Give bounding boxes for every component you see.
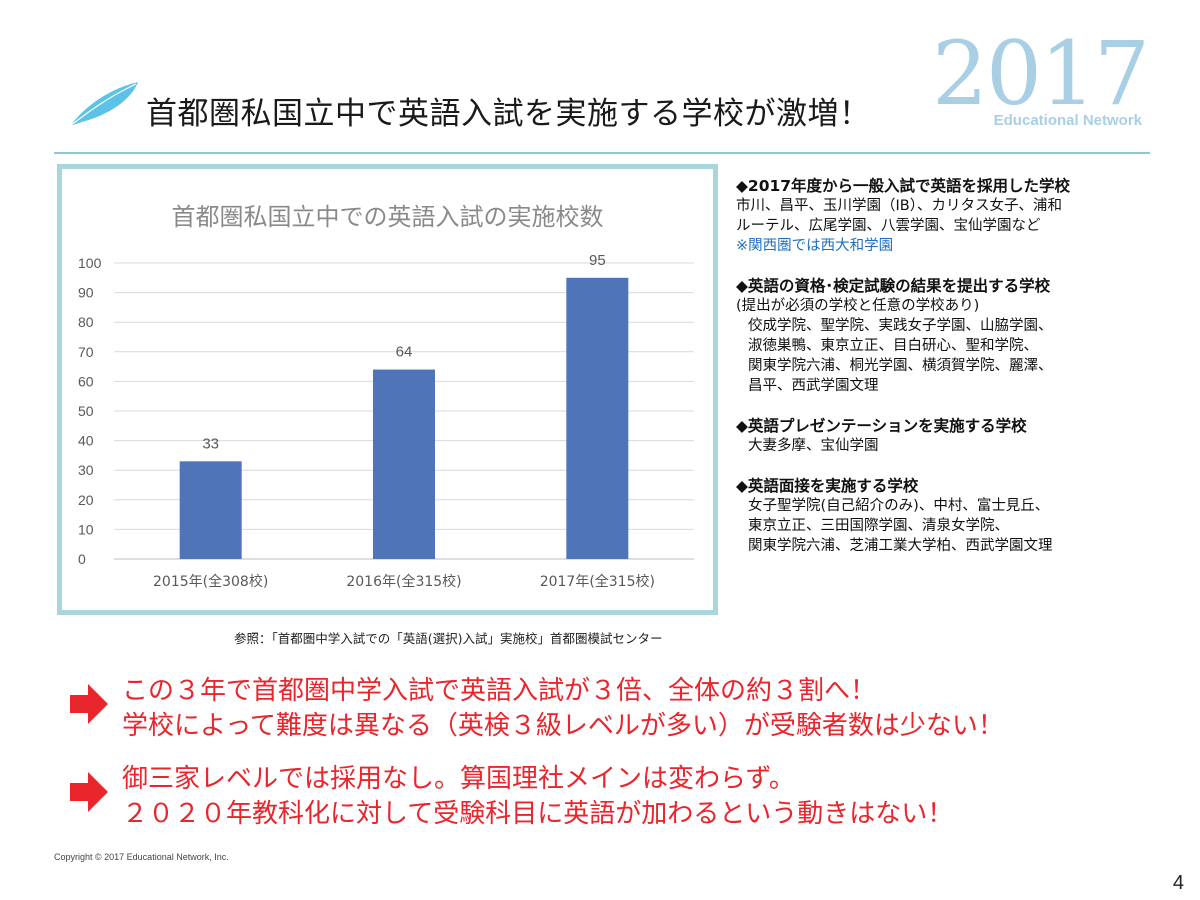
y-tick-label: 0 (78, 551, 86, 567)
info-line: 女子聖学院(自己紹介のみ)、中村、富士見丘、 (748, 498, 1050, 514)
info-section-heading: ◆英語面接を実施する学校 (736, 477, 919, 495)
data-label: 95 (589, 252, 606, 269)
message-line: この３年で首都圏中学入試で英語入試が３倍、全体の約３割へ！ (122, 676, 877, 706)
y-tick-label: 100 (78, 255, 102, 271)
page-title: 首都圏私国立中で英語入試を実施する学校が激増！ (146, 96, 871, 132)
info-line: 東京立正、三田国際学園、清泉女学院、 (748, 518, 1009, 534)
chart-title: 首都圏私国立中での英語入試の実施校数 (171, 203, 604, 231)
info-section: ◆2017年度から一般入試で英語を採用した学校 市川、昌平、玉川学園（IB）、カリ… (736, 176, 1166, 256)
x-tick-label: 2016年(全315校) (346, 573, 461, 590)
y-tick-label: 40 (78, 433, 94, 449)
chart-plot: 0 10 20 30 40 50 60 70 80 90 100 33 2015年(全308校) 64 20… (78, 252, 694, 590)
source-citation: 参照：「首都圏中学入試での「英語(選択)入試」実施校」首都圏模試センター (234, 631, 663, 646)
copyright: Copyright © 2017 Educational Network, In… (54, 852, 229, 862)
info-section-heading: ◆英語プレゼンテーションを実施する学校 (736, 417, 1027, 435)
info-line: 関東学院六浦、芝浦工業大学柏、西武学園文理 (748, 538, 1053, 554)
y-tick-label: 30 (78, 462, 94, 478)
arrow-right-icon (70, 772, 108, 812)
y-tick-label: 60 (78, 373, 94, 389)
data-label: 33 (202, 435, 219, 452)
y-tick-label: 80 (78, 314, 94, 330)
info-line: 関東学院六浦、桐光学園、横須賀学院、麗澤、 (748, 358, 1053, 374)
x-tick-label: 2017年(全315校) (540, 573, 655, 590)
info-section: ◆英語面接を実施する学校女子聖学院(自己紹介のみ)、中村、富士見丘、 東京立正、三… (736, 476, 1166, 556)
info-line: (提出が必須の学校と任意の学校あり) (736, 298, 980, 314)
y-tick-label: 20 (78, 492, 94, 508)
bar (566, 277, 629, 559)
info-line: 淑徳巣鴨、東京立正、目白研心、聖和学院、 (748, 338, 1038, 354)
info-section: ◆英語の資格･検定試験の結果を提出する学校 (提出が必須の学校と任意の学校あり) 佼… (736, 276, 1166, 396)
feather-icon (69, 82, 138, 127)
page-number: 4 (1172, 872, 1184, 894)
info-line: 昌平、西武学園文理 (748, 378, 879, 394)
y-tick-label: 50 (78, 403, 94, 419)
info-line: 大妻多摩、宝仙学園 (748, 438, 879, 454)
info-section: ◆英語プレゼンテーションを実施する学校大妻多摩、宝仙学園 (736, 416, 1166, 456)
info-panel: ◆2017年度から一般入試で英語を採用した学校 市川、昌平、玉川学園（IB）、カリ… (736, 176, 1166, 576)
x-tick-label: 2015年(全308校) (153, 573, 268, 590)
data-label: 64 (396, 344, 413, 361)
brand-logo: 2017 Educational Network (932, 22, 1150, 130)
y-tick-label: 70 (78, 344, 94, 360)
message-line: 御三家レベルでは採用なし。算国理社メインは変わらず。 (122, 764, 795, 794)
arrow-right-icon (70, 684, 108, 724)
info-section-heading: ◆英語の資格･検定試験の結果を提出する学校 (736, 277, 1051, 295)
brand-name: Educational Network (993, 112, 1142, 129)
message-line: ２０２０年教科化に対して受験科目に英語が加わるという動きはない！ (122, 799, 954, 829)
bar-chart: 首都圏私国立中での英語入試の実施校数 0 10 20 30 40 50 60 70 80 90 10… (57, 164, 718, 615)
title-divider (54, 152, 1150, 154)
info-note: ※関西圏では西大和学園 (736, 238, 894, 254)
message-line: 学校によって難度は異なる（英検３級レベルが多い）が受験者数は少ない！ (122, 711, 1004, 741)
info-line: 佼成学院、聖学院、実践女子学園、山脇学園、 (748, 318, 1053, 334)
info-line: 市川、昌平、玉川学園（IB）、カリタス女子、浦和 (736, 198, 1062, 214)
bar (179, 461, 242, 559)
y-tick-label: 10 (78, 521, 94, 537)
info-line: ルーテル、広尾学園、八雲学園、宝仙学園など (736, 218, 1041, 234)
info-section-heading: ◆2017年度から一般入試で英語を採用した学校 (736, 177, 1071, 195)
brand-year: 2017 (932, 22, 1150, 125)
y-tick-label: 90 (78, 285, 94, 301)
bar (373, 369, 435, 559)
